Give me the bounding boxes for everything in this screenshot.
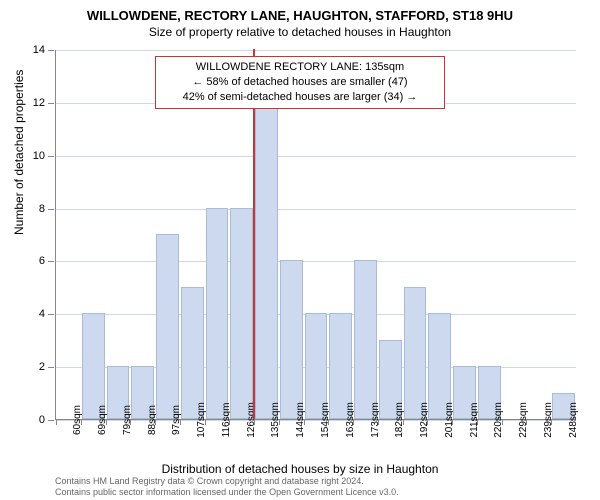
histogram-bar [156,234,179,419]
y-tick [48,103,54,104]
histogram-bar [255,75,278,419]
y-tick-label: 4 [39,308,45,320]
annotation-box: WILLOWDENE RECTORY LANE: 135sqm ← 58% of… [155,56,445,109]
y-tick [48,156,54,157]
x-tick [353,419,354,425]
y-tick-label: 0 [39,414,45,426]
x-tick [452,419,453,425]
annotation-line-2: ← 58% of detached houses are smaller (47… [162,75,438,90]
y-axis-label: Number of detached properties [12,70,26,235]
chart-container: WILLOWDENE, RECTORY LANE, HAUGHTON, STAF… [0,0,600,500]
x-tick [551,419,552,425]
histogram-bar [404,287,427,419]
x-tick [502,419,503,425]
histogram-bar [280,260,303,419]
x-tick [180,419,181,425]
y-tick-label: 10 [33,150,45,162]
gridline [56,261,576,262]
x-tick [56,419,57,425]
chart-area: 60sqm69sqm79sqm88sqm97sqm107sqm116sqm126… [55,50,575,420]
footer-line-2: Contains public sector information licen… [55,487,399,498]
x-tick [378,419,379,425]
x-tick [254,419,255,425]
x-tick [304,419,305,425]
x-tick [477,419,478,425]
x-tick [526,419,527,425]
y-tick [48,209,54,210]
x-tick [205,419,206,425]
x-tick [155,419,156,425]
footer-line-1: Contains HM Land Registry data © Crown c… [55,476,399,487]
x-tick-label: 248sqm [568,402,579,438]
y-tick [48,50,54,51]
y-tick [48,367,54,368]
histogram-bar [206,208,229,419]
histogram-bar [354,260,377,419]
footer-text: Contains HM Land Registry data © Crown c… [55,476,399,498]
y-tick-label: 14 [33,44,45,56]
gridline [56,156,576,157]
x-tick [130,419,131,425]
y-tick-label: 6 [39,255,45,267]
x-axis-label: Distribution of detached houses by size … [0,462,600,476]
gridline [56,209,576,210]
y-tick [48,314,54,315]
histogram-bar [82,313,105,419]
y-tick [48,261,54,262]
x-tick [427,419,428,425]
y-tick-label: 12 [33,97,45,109]
x-tick [328,419,329,425]
x-tick [403,419,404,425]
x-tick [279,419,280,425]
x-tick [81,419,82,425]
x-tick [106,419,107,425]
histogram-bar [181,287,204,419]
histogram-bar [230,208,253,419]
annotation-line-1: WILLOWDENE RECTORY LANE: 135sqm [162,60,438,75]
y-tick-label: 8 [39,203,45,215]
y-tick [48,420,54,421]
annotation-line-3: 42% of semi-detached houses are larger (… [162,90,438,105]
x-tick [229,419,230,425]
chart-title: WILLOWDENE, RECTORY LANE, HAUGHTON, STAF… [0,0,600,23]
gridline [56,50,576,51]
chart-subtitle: Size of property relative to detached ho… [0,23,600,39]
y-tick-label: 2 [39,361,45,373]
